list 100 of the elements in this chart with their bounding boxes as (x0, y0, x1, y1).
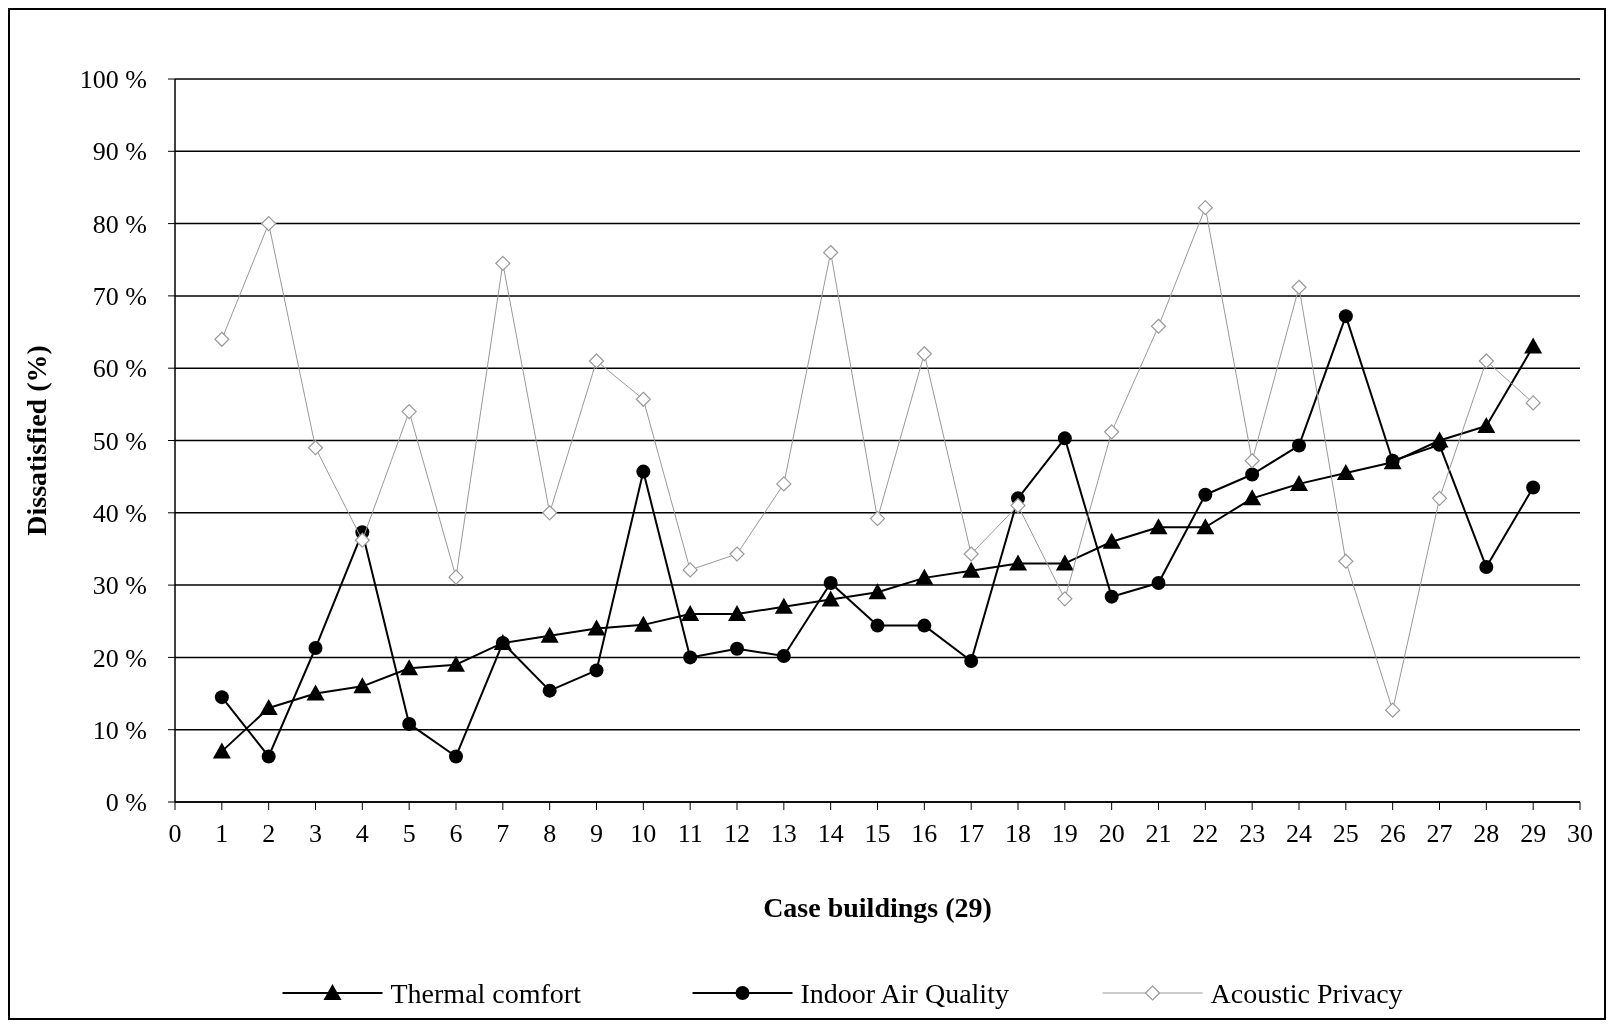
point (1338, 553, 1354, 569)
point (588, 353, 605, 369)
x-tick-label: 6 (449, 819, 463, 848)
point (634, 615, 653, 632)
y-tick-label: 90 % (92, 137, 147, 167)
point (1196, 518, 1215, 535)
x-tick-label: 10 (630, 819, 657, 848)
point (447, 655, 465, 672)
point (1104, 424, 1120, 440)
point (1524, 337, 1543, 354)
point (1477, 417, 1496, 434)
point (1055, 554, 1074, 571)
point (1385, 702, 1401, 718)
x-tick-label: 15 (864, 819, 891, 848)
point (868, 583, 887, 600)
x-tick-label: 4 (355, 819, 369, 848)
y-tick-label: 60 % (92, 354, 147, 384)
point (1245, 467, 1260, 482)
y-tick-label: 100 % (79, 65, 147, 95)
x-tick-label: 13 (770, 819, 797, 848)
x-tick-label: 24 (1286, 819, 1312, 848)
point (540, 626, 559, 643)
x-tick-label: 12 (724, 819, 750, 848)
point (1292, 438, 1306, 453)
point (1431, 490, 1448, 506)
y-tick-label: 10 % (92, 715, 147, 745)
point (1197, 200, 1213, 216)
point (1479, 560, 1494, 575)
point (1525, 395, 1541, 411)
point (870, 618, 885, 633)
point (214, 690, 229, 705)
x-tick-label: 7 (496, 819, 510, 848)
point (261, 216, 277, 232)
point (306, 684, 325, 701)
point (1338, 309, 1353, 324)
point (915, 568, 934, 585)
point (1290, 474, 1308, 491)
x-tick-label: 1 (215, 819, 229, 848)
point (259, 699, 278, 716)
point (681, 605, 700, 622)
x-tick-label: 21 (1145, 819, 1172, 848)
point (682, 562, 698, 578)
point (1150, 318, 1167, 334)
point (1432, 437, 1447, 452)
point (1243, 489, 1262, 506)
point (448, 569, 464, 585)
point (261, 749, 276, 764)
point (1336, 464, 1355, 481)
point (1057, 591, 1073, 607)
x-tick-label: 18 (1005, 819, 1031, 848)
point (214, 331, 230, 347)
y-tick-label: 70 % (92, 282, 147, 311)
point (1244, 453, 1260, 469)
legend-label: Thermal comfort (390, 977, 582, 1009)
point (402, 716, 417, 731)
point (542, 505, 558, 521)
x-tick-label: 25 (1332, 819, 1359, 848)
x-tick-label: 11 (677, 819, 703, 848)
point (495, 255, 511, 271)
point (1198, 487, 1213, 502)
point (1057, 431, 1072, 446)
y-tick-label: 0 % (105, 788, 147, 818)
x-tick-label: 19 (1051, 819, 1078, 848)
point (308, 641, 323, 655)
point (823, 575, 838, 590)
x-tick-label: 26 (1379, 819, 1406, 848)
y-tick-label: 50 % (92, 426, 147, 456)
point (307, 440, 324, 456)
point (730, 641, 744, 656)
point (1149, 518, 1168, 535)
point (1104, 589, 1119, 604)
x-tick-label: 27 (1426, 819, 1453, 848)
point (869, 510, 886, 527)
x-tick-label: 17 (958, 819, 985, 848)
point (1291, 279, 1307, 295)
point (821, 590, 840, 607)
point (962, 561, 981, 578)
point (917, 618, 932, 633)
x-tick-label: 8 (543, 819, 557, 848)
x-tick-label: 23 (1239, 819, 1266, 848)
point (823, 244, 839, 261)
x-tick-label: 5 (402, 819, 416, 848)
point (636, 464, 651, 479)
y-tick-label: 20 % (92, 643, 147, 673)
x-axis-title: Case buildings (29) (763, 892, 992, 923)
point (729, 546, 745, 562)
point (776, 476, 792, 492)
x-tick-label: 14 (817, 819, 844, 848)
x-tick-label: 16 (911, 819, 938, 848)
point (683, 650, 698, 665)
point (1102, 532, 1121, 549)
point (635, 391, 651, 407)
point (1526, 480, 1541, 495)
x-tick-label: 22 (1192, 819, 1219, 848)
y-axis-title: Dissatisfied (%) (21, 345, 52, 536)
point (587, 619, 606, 636)
point (212, 742, 231, 759)
point (963, 546, 979, 562)
point (353, 677, 372, 694)
x-tick-label: 30 (1567, 819, 1593, 848)
